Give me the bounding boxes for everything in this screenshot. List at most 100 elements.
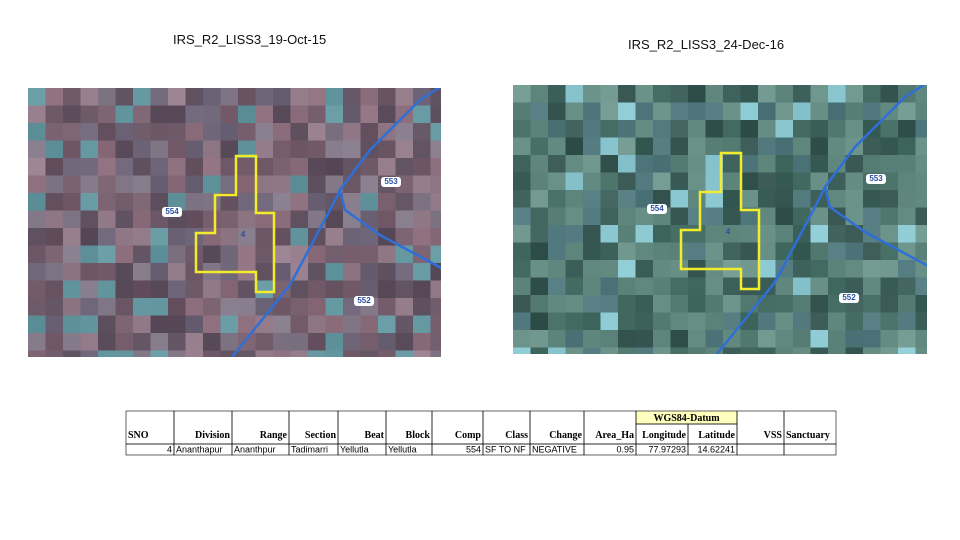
pixel — [793, 155, 811, 173]
pixel — [793, 120, 811, 138]
pixel — [828, 277, 846, 296]
pixel — [600, 120, 619, 138]
pixel — [255, 193, 274, 211]
pixel — [133, 245, 151, 264]
pixel — [530, 347, 549, 354]
pixel — [845, 155, 864, 173]
pixel — [723, 330, 741, 348]
pixel — [548, 295, 566, 313]
pixel — [133, 315, 151, 334]
pixel — [325, 88, 344, 106]
pixel — [653, 277, 671, 296]
pixel — [430, 333, 441, 351]
pixel — [308, 350, 326, 357]
header: Area_Ha — [595, 430, 634, 441]
pixel — [670, 330, 689, 348]
pixel — [863, 85, 881, 103]
pixel — [688, 295, 706, 313]
pixel — [273, 228, 291, 246]
pixel — [395, 193, 414, 211]
pixel — [290, 228, 309, 246]
pixel — [845, 330, 864, 348]
pixel — [150, 105, 169, 124]
pixel — [758, 242, 776, 261]
pixel — [548, 85, 566, 103]
pixel — [45, 298, 64, 316]
pixel — [618, 102, 636, 121]
pixel — [828, 155, 846, 173]
pixel — [583, 312, 601, 331]
pixel — [395, 88, 414, 106]
pixel — [740, 155, 759, 173]
pixel — [28, 263, 46, 281]
pixel — [758, 155, 776, 173]
pixel — [775, 330, 794, 348]
pixel — [688, 137, 706, 156]
pixel — [635, 295, 654, 313]
pixel — [133, 333, 151, 351]
boundary — [679, 151, 761, 291]
pixel — [115, 193, 134, 211]
pixel — [28, 298, 46, 316]
pixel — [343, 105, 361, 124]
pixel — [530, 207, 549, 226]
pixel — [898, 277, 916, 296]
pixel — [185, 210, 204, 229]
pixel — [775, 137, 794, 156]
pixel — [360, 280, 379, 299]
pixel — [325, 105, 344, 124]
pixel — [80, 210, 99, 229]
pixel — [28, 88, 46, 106]
pixel — [325, 210, 344, 229]
satellite-image: 553 554 4 552 — [28, 88, 441, 357]
pixel — [413, 123, 431, 141]
pixel — [238, 158, 256, 176]
pixel — [723, 277, 741, 296]
pixel — [115, 333, 134, 351]
pixel — [565, 260, 584, 278]
pixel — [670, 312, 689, 331]
pixel — [565, 277, 584, 296]
map-label: 4 — [241, 230, 246, 239]
pixel — [793, 312, 811, 331]
pixel — [203, 105, 221, 124]
pixel — [413, 140, 431, 159]
pixel — [775, 295, 794, 313]
pixel — [45, 88, 64, 106]
pixel — [565, 242, 584, 261]
pixel — [740, 277, 759, 296]
pixel — [273, 175, 291, 194]
pixel — [378, 263, 396, 281]
pixel — [98, 105, 116, 124]
pixel — [63, 350, 81, 357]
pixel — [723, 85, 741, 103]
label-box — [381, 177, 401, 187]
pixel — [723, 172, 741, 191]
pixel — [513, 295, 531, 313]
pixel — [653, 330, 671, 348]
pixel — [775, 155, 794, 173]
pixel — [618, 260, 636, 278]
pixel — [378, 315, 396, 334]
pixel — [513, 225, 531, 243]
pixel — [378, 88, 396, 106]
pixel — [63, 315, 81, 334]
pixel — [548, 347, 566, 354]
pixel — [775, 225, 794, 243]
pixel — [273, 263, 291, 281]
pixel — [203, 140, 221, 159]
pixel — [793, 295, 811, 313]
pixel — [430, 315, 441, 334]
pixel — [133, 193, 151, 211]
pixel — [740, 242, 759, 261]
pixel — [600, 260, 619, 278]
pixel — [513, 102, 531, 121]
pixel — [98, 175, 116, 194]
pixel — [185, 158, 204, 176]
pixel — [80, 298, 99, 316]
pixel — [793, 207, 811, 226]
pixel — [600, 242, 619, 261]
pixel — [845, 207, 864, 226]
cell — [783, 443, 837, 456]
map-label: 4 — [726, 227, 731, 236]
